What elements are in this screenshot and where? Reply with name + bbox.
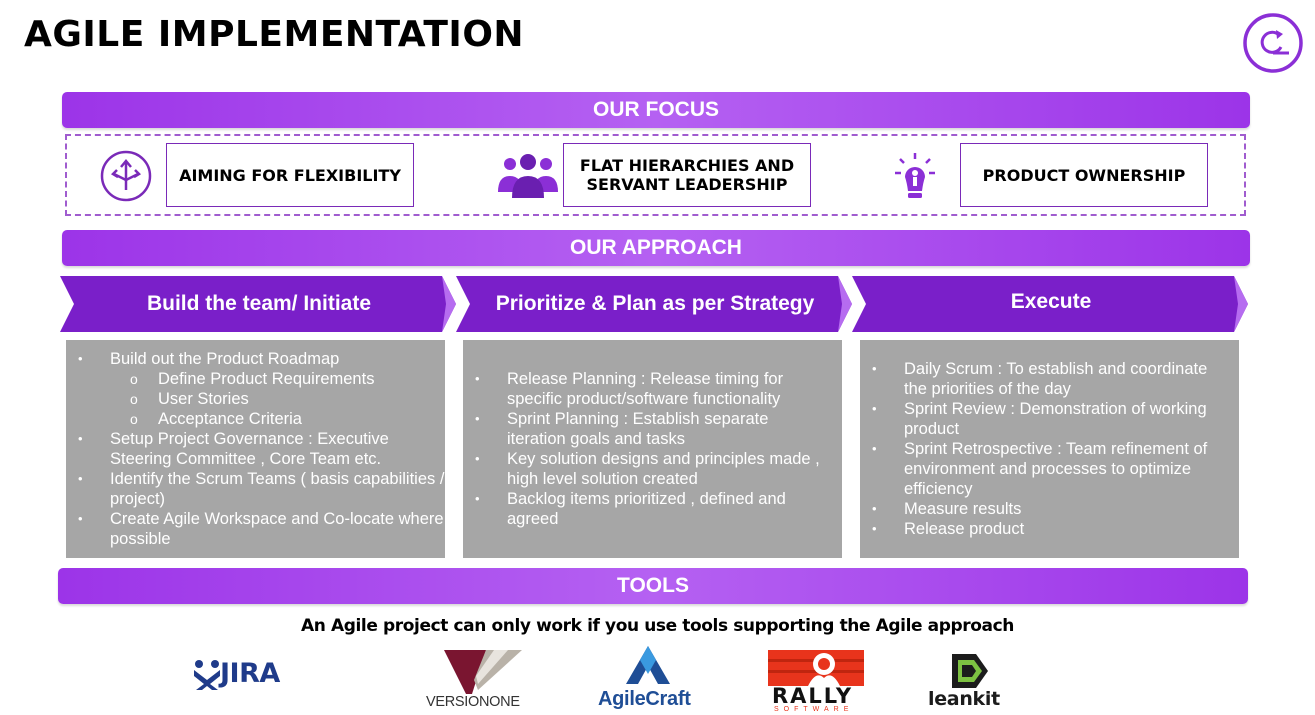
rally-logo: RALLY SOFTWARE	[768, 650, 866, 714]
list-item: Key solution designs and principles made…	[463, 449, 842, 489]
agilecraft-logo-text: AgileCraft	[598, 688, 691, 710]
list-item: Identify the Scrum Teams ( basis capabil…	[66, 469, 445, 509]
arrows-split-icon	[100, 150, 152, 202]
list-item: User Stories	[66, 389, 445, 409]
rally-logo-text: RALLY	[772, 684, 854, 708]
versionone-logo-text: VERSIONONE	[426, 694, 520, 710]
team-icon	[496, 152, 560, 198]
page-title: AGILE IMPLEMENTATION	[24, 14, 525, 55]
approach-heading: OUR APPROACH	[62, 230, 1250, 266]
bullet-list: Release Planning : Release timing for sp…	[463, 369, 842, 529]
bullet-list: Build out the Product Roadmap Define Pro…	[66, 349, 445, 549]
list-item: Release Planning : Release timing for sp…	[463, 369, 842, 409]
phase-header-build: Build the team/ Initiate	[60, 274, 458, 334]
phase-title-execute: Execute	[1010, 290, 1092, 313]
focus-box	[65, 134, 1246, 216]
phase-panel-build: Build out the Product Roadmap Define Pro…	[66, 340, 445, 558]
tools-subtitle: An Agile project can only work if you us…	[300, 616, 1015, 636]
phase-panel-plan: Release Planning : Release timing for sp…	[463, 340, 842, 558]
focus-item-flexibility: AIMING FOR FLEXIBILITY	[166, 143, 414, 207]
tools-heading: TOOLS	[58, 568, 1248, 604]
phase-title-plan: Prioritize & Plan as per Strategy	[495, 292, 815, 315]
bullet-list: Daily Scrum : To establish and coordinat…	[860, 359, 1239, 539]
list-item: Setup Project Governance : Executive Ste…	[66, 429, 445, 469]
leankit-logo: leankit	[926, 654, 1016, 712]
list-item: Define Product Requirements	[66, 369, 445, 389]
phase-header-execute: Execute	[852, 274, 1250, 334]
versionone-logo: VERSIONONE	[424, 650, 534, 714]
agilecraft-logo: AgileCraft	[598, 646, 700, 712]
list-item: Create Agile Workspace and Co-locate whe…	[66, 509, 445, 549]
focus-heading: OUR FOCUS	[62, 92, 1250, 128]
jira-logo: JIRA	[190, 656, 300, 696]
list-item: Acceptance Criteria	[66, 409, 445, 429]
agile-cycle-icon	[1243, 13, 1303, 73]
lightbulb-person-icon	[892, 151, 938, 201]
list-item: Sprint Retrospective : Team refinement o…	[860, 439, 1239, 499]
focus-item-product-ownership: PRODUCT OWNERSHIP	[960, 143, 1208, 207]
list-item: Build out the Product Roadmap	[66, 349, 445, 369]
phase-title-build: Build the team/ Initiate	[146, 292, 372, 315]
list-item: Release product	[860, 519, 1239, 539]
focus-item-flat-hierarchies: FLAT HIERARCHIES AND SERVANT LEADERSHIP	[563, 143, 811, 207]
jira-logo-text: JIRA	[220, 658, 280, 689]
rally-logo-subtext: SOFTWARE	[774, 706, 854, 713]
list-item: Sprint Review : Demonstration of working…	[860, 399, 1239, 439]
list-item: Sprint Planning : Establish separate ite…	[463, 409, 842, 449]
phase-header-plan: Prioritize & Plan as per Strategy	[456, 274, 854, 334]
list-item: Daily Scrum : To establish and coordinat…	[860, 359, 1239, 399]
list-item: Measure results	[860, 499, 1239, 519]
list-item: Backlog items prioritized , defined and …	[463, 489, 842, 529]
leankit-logo-text: leankit	[928, 688, 1000, 710]
phase-panel-execute: Daily Scrum : To establish and coordinat…	[860, 340, 1239, 558]
